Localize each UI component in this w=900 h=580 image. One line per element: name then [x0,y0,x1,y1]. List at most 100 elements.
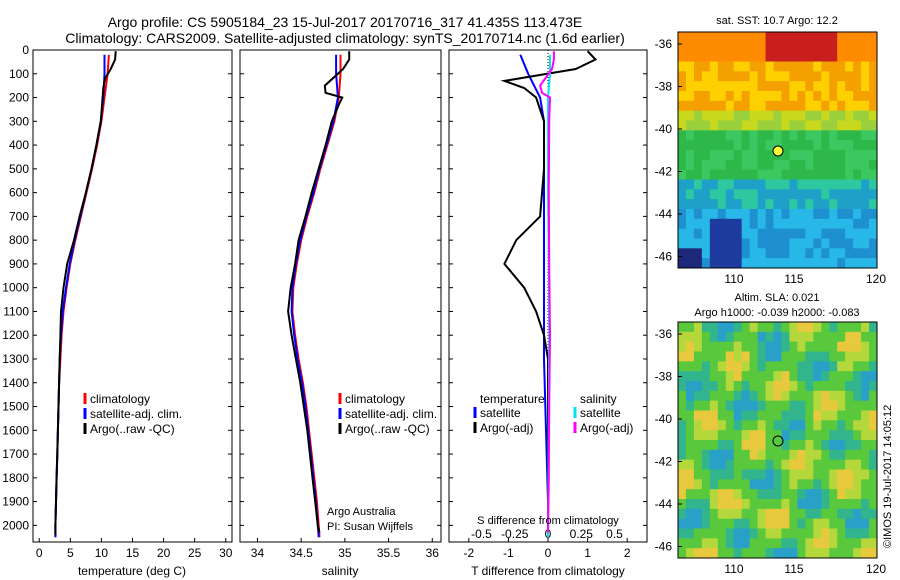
temperature-legend-label: Argo(..raw -QC) [90,422,175,436]
difference-series-line [519,54,549,538]
temperature-x-tick-label: 10 [95,546,109,560]
sst-map-lat-label: -38 [655,80,673,94]
difference-s-tick-label: -0.25 [501,527,529,541]
sst-map: sat. SST: 10.7 Argo: 12.2 -36 -38 -40 -42 -4… [655,15,887,286]
sla-map-title2: Argo h1000: -0.039 h2000: -0.083 [694,307,859,319]
temperature-panel: 0 5 10 15 20 25 30 temperature (deg C) [32,49,233,578]
temperature-x-tick-label: 0 [36,546,43,560]
sla-map-lat-label: -36 [655,327,673,341]
difference-legend-temp-label: Argo(-adj) [480,421,533,435]
depth-tick-label: 600 [9,186,29,200]
depth-tick-label: 1900 [2,495,29,509]
salinity-x-tick-label: 36 [426,546,440,560]
difference-s-tick-label: 0.5 [606,527,623,541]
depth-tick-label: 0 [22,43,29,57]
argo-location-marker-sla [772,435,784,447]
difference-series-line [539,51,555,533]
difference-legend-sal-title: salinity [580,392,617,406]
difference-x-tick-label: -1 [503,546,514,560]
s-difference-label: S difference from climatology [477,515,619,527]
depth-tick-label: 900 [9,257,29,271]
salinity-x-tick-label: 35.5 [377,546,401,560]
difference-legend-temp-label: satellite [480,406,521,420]
salinity-x-tick-label: 34.5 [289,546,313,560]
argo-location-marker-sst [772,145,784,157]
temperature-x-tick-label: 20 [157,546,171,560]
difference-legend-sal-label: Argo(-adj) [580,421,633,435]
temperature-x-tick-label: 25 [188,546,202,560]
salinity-legend-label: Argo(..raw -QC) [345,422,430,436]
temperature-legend-label: climatology [90,392,150,406]
difference-legend-sal-label: satellite [580,406,621,420]
depth-tick-label: 200 [9,91,29,105]
depth-axis-labels: 0 100 200 300 400 500 600 700 800 900 1000 1100 1200… [2,43,29,532]
salinity-x-tick-label: 34 [251,546,265,560]
salinity-legend-label: satellite-adj. clim. [345,407,437,421]
salinity-frame [239,49,442,543]
sst-map-lat-label: -44 [655,207,673,221]
sst-map-lon-label: 110 [724,272,743,286]
difference-xlabel: T difference from climatology [471,564,625,578]
depth-tick-label: 2000 [2,518,29,532]
depth-tick-label: 100 [9,67,29,81]
sst-map-lat-label: -46 [655,250,673,264]
sst-map-lon-label: 120 [866,272,886,286]
difference-s-tick-label: 0.25 [570,527,594,541]
sla-map-lat-label: -40 [655,412,673,426]
difference-panel: -2 -1 0 1 2-0.5 -0.25 0 0.25 0.5 S difference fr… [448,49,648,578]
temperature-xlabel: temperature (deg C) [78,564,186,578]
depth-tick-label: 400 [9,138,29,152]
sla-map-lat-label: -46 [655,540,673,554]
salinity-x-tick-label: 35 [338,546,352,560]
sla-map-lat-label: -42 [655,455,673,469]
difference-x-tick-label: -2 [463,546,474,560]
salinity-legend-label: climatology [345,392,405,406]
salinity-panel: 34 34.5 35 35.5 36 salinity Argo Australia P… [239,49,442,578]
depth-tick-label: 1800 [2,471,29,485]
sla-map-frame [677,321,878,559]
header-line1: Argo profile: CS 5905184_23 15-Jul-2017 … [108,14,583,30]
sst-map-lat-label: -40 [655,122,673,136]
depth-tick-label: 1700 [2,447,29,461]
sla-map-lat-label: -44 [655,497,673,511]
depth-tick-label: 800 [9,233,29,247]
sla-map-lon-label: 120 [866,562,886,576]
sla-map: Altim. SLA: 0.021 Argo h1000: -0.039 h20… [655,292,887,576]
temperature-legend-label: satellite-adj. clim. [90,407,182,421]
depth-tick-label: 1000 [2,281,29,295]
salinity-annotation-pi: PI: Susan Wijffels [327,521,413,533]
depth-tick-label: 1200 [2,328,29,342]
difference-x-tick-label: 0 [545,546,552,560]
header-line2: Climatology: CARS2009. Satellite-adjuste… [65,30,625,46]
sla-map-lon-label: 110 [724,562,743,576]
depth-tick-label: 1400 [2,376,29,390]
sla-map-title1: Altim. SLA: 0.021 [735,292,820,304]
difference-x-tick-label: 1 [584,546,591,560]
depth-tick-label: 1600 [2,423,29,437]
depth-tick-label: 500 [9,162,29,176]
difference-x-tick-label: 2 [624,546,631,560]
sla-map-lat-label: -38 [655,370,673,384]
depth-tick-label: 300 [9,114,29,128]
salinity-series-line [291,54,342,538]
difference-s-tick-label: -0.5 [471,527,492,541]
sst-map-lat-label: -42 [655,165,673,179]
sla-map-lon-label: 115 [784,562,803,576]
sst-map-frame [677,31,878,269]
depth-tick-label: 1500 [2,400,29,414]
depth-tick-label: 700 [9,209,29,223]
imos-credit: ©IMOS 19-Jul-2017 14:05:12 [882,405,894,548]
salinity-series-line [287,51,351,533]
temperature-series-line [54,51,117,535]
sst-map-title: sat. SST: 10.7 Argo: 12.2 [716,15,838,27]
temperature-x-tick-label: 30 [219,546,233,560]
sst-map-lat-label: -36 [655,37,673,51]
depth-tick-label: 1100 [3,304,29,318]
salinity-xlabel: salinity [322,564,359,578]
salinity-annotation-institution: Argo Australia [327,506,396,518]
difference-legend-temp-title: temperature [480,392,545,406]
depth-tick-label: 1300 [2,352,29,366]
sst-map-lon-label: 115 [784,272,803,286]
